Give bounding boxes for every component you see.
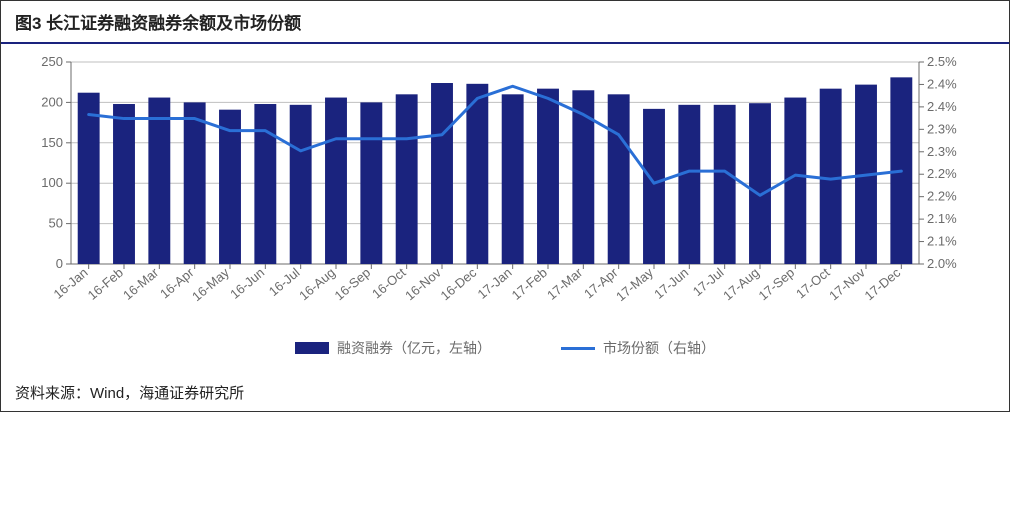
svg-text:17-Oct: 17-Oct: [793, 265, 833, 302]
legend: 融资融券（亿元，左轴） 市场份额（右轴）: [17, 334, 993, 370]
svg-text:50: 50: [49, 216, 63, 231]
svg-text:2.5%: 2.5%: [927, 54, 957, 69]
bar: [396, 94, 418, 264]
figure-container: 图3 长江证券融资融券余额及市场份额 0 50 100 150 200 250 2.0% 2.…: [0, 0, 1010, 412]
svg-text:16-Oct: 16-Oct: [369, 265, 409, 302]
svg-text:17-Jun: 17-Jun: [651, 265, 691, 302]
svg-text:16-Mar: 16-Mar: [120, 264, 162, 302]
bar: [820, 89, 842, 264]
source-text: 资料来源：Wind，海通证券研究所: [15, 385, 244, 402]
bar: [643, 109, 665, 264]
svg-text:2.3%: 2.3%: [927, 144, 957, 159]
chart-area: 0 50 100 150 200 250 2.0% 2.1% 2.1% 2.2% 2.2% 2.3% 2…: [1, 44, 1009, 376]
svg-text:2.4%: 2.4%: [927, 99, 957, 114]
svg-text:200: 200: [41, 94, 63, 109]
legend-line: 市场份额（右轴）: [561, 338, 715, 358]
legend-line-label: 市场份额（右轴）: [603, 338, 715, 358]
svg-text:16-Aug: 16-Aug: [296, 265, 338, 303]
svg-text:17-Jan: 17-Jan: [475, 265, 515, 302]
bar: [537, 89, 559, 264]
bar: [219, 110, 241, 264]
bar: [325, 98, 347, 264]
svg-text:17-Nov: 17-Nov: [826, 264, 868, 303]
svg-text:17-Aug: 17-Aug: [720, 265, 762, 303]
svg-text:16-May: 16-May: [189, 264, 232, 304]
bar: [502, 94, 524, 264]
legend-line-swatch: [561, 347, 595, 350]
bar: [113, 104, 135, 264]
svg-text:17-Sep: 17-Sep: [756, 265, 798, 303]
bar: [254, 104, 276, 264]
legend-bar: 融资融券（亿元，左轴）: [295, 338, 491, 358]
svg-text:2.3%: 2.3%: [927, 121, 957, 136]
legend-bar-label: 融资融券（亿元，左轴）: [337, 338, 491, 358]
svg-text:0: 0: [56, 256, 63, 271]
bar: [678, 105, 700, 264]
svg-text:2.1%: 2.1%: [927, 211, 957, 226]
source-line: 资料来源：Wind，海通证券研究所: [1, 376, 1009, 411]
svg-text:17-Feb: 17-Feb: [509, 265, 550, 303]
figure-header: 图3 长江证券融资融券余额及市场份额: [1, 1, 1009, 44]
figure-title: 图3 长江证券融资融券余额及市场份额: [15, 14, 301, 33]
legend-bar-swatch: [295, 342, 329, 354]
bar: [431, 83, 453, 264]
svg-text:2.0%: 2.0%: [927, 256, 957, 271]
svg-text:2.2%: 2.2%: [927, 189, 957, 204]
svg-text:2.4%: 2.4%: [927, 76, 957, 91]
svg-text:150: 150: [41, 135, 63, 150]
bar: [360, 102, 382, 264]
svg-text:2.1%: 2.1%: [927, 234, 957, 249]
bar: [290, 105, 312, 264]
bar: [714, 105, 736, 264]
svg-text:16-Feb: 16-Feb: [85, 265, 126, 303]
svg-text:250: 250: [41, 54, 63, 69]
svg-text:100: 100: [41, 175, 63, 190]
chart-svg: 0 50 100 150 200 250 2.0% 2.1% 2.1% 2.2% 2.2% 2.3% 2…: [17, 54, 977, 334]
bar: [466, 84, 488, 264]
svg-text:17-Mar: 17-Mar: [544, 264, 586, 302]
svg-text:16-Dec: 16-Dec: [438, 264, 480, 303]
bar: [148, 98, 170, 264]
bar: [572, 90, 594, 264]
bar: [749, 103, 771, 264]
bar: [608, 94, 630, 264]
bar: [184, 102, 206, 264]
svg-text:2.2%: 2.2%: [927, 166, 957, 181]
bar: [78, 93, 100, 264]
svg-text:17-May: 17-May: [613, 264, 656, 304]
svg-text:16-Sep: 16-Sep: [332, 265, 374, 303]
svg-text:17-Dec: 17-Dec: [862, 264, 904, 303]
svg-text:16-Nov: 16-Nov: [402, 264, 444, 303]
svg-text:16-Jun: 16-Jun: [227, 265, 267, 302]
